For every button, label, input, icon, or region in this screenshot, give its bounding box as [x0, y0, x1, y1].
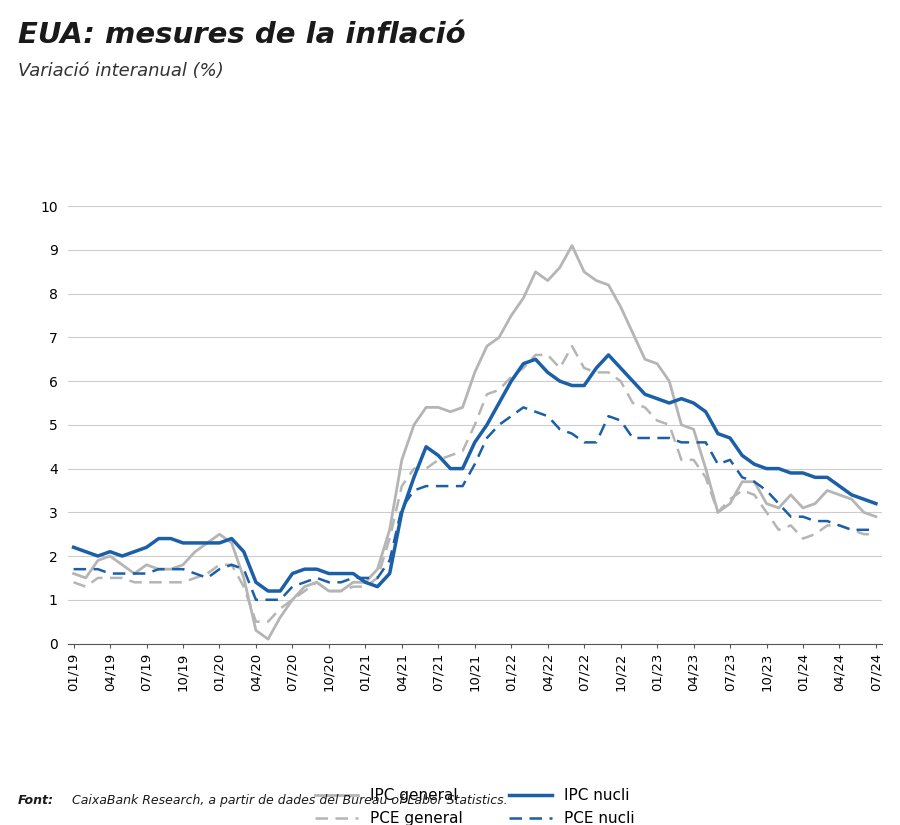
Text: Font:: Font: [18, 794, 54, 807]
Legend: IPC general, PCE general, IPC nucli, PCE nucli: IPC general, PCE general, IPC nucli, PCE… [309, 782, 641, 825]
Text: EUA: mesures de la inflació: EUA: mesures de la inflació [18, 21, 465, 49]
Text: Variació interanual (%): Variació interanual (%) [18, 62, 224, 80]
Text: CaixaBank Research, a partir de dades del Bureau of Labor Statistics.: CaixaBank Research, a partir de dades de… [68, 794, 507, 807]
